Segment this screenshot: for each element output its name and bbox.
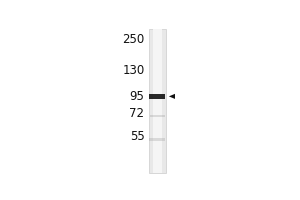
Text: 130: 130 — [122, 64, 145, 77]
Text: 95: 95 — [130, 90, 145, 103]
Bar — [149, 94, 166, 99]
Bar — [149, 138, 165, 141]
Polygon shape — [169, 94, 175, 99]
Bar — [150, 115, 165, 117]
Text: 55: 55 — [130, 130, 145, 143]
Bar — [153, 29, 162, 173]
Text: 250: 250 — [122, 33, 145, 46]
Text: 72: 72 — [130, 107, 145, 120]
Bar — [148, 29, 166, 173]
